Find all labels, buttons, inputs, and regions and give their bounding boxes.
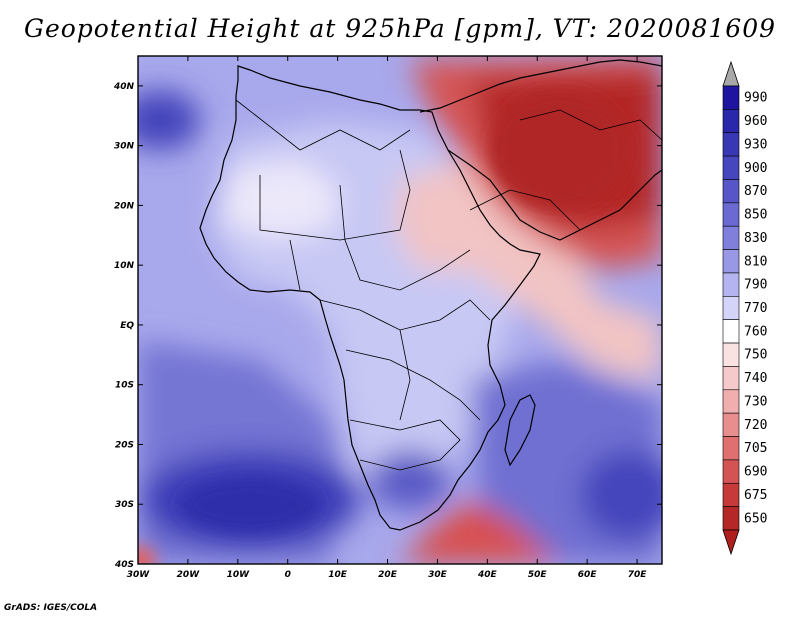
arabia-core-low bbox=[490, 90, 630, 210]
colorbar-swatch bbox=[722, 109, 740, 134]
colorbar-label: 760 bbox=[744, 324, 767, 339]
colorbar-swatch bbox=[722, 506, 740, 531]
colorbar-label: 830 bbox=[744, 231, 767, 246]
colorbar-label: 650 bbox=[744, 511, 767, 526]
x-tick-label: 20E bbox=[378, 570, 398, 580]
grads-credit: GrADS: IGES/COLA bbox=[4, 603, 98, 613]
y-tick-label: 40S bbox=[114, 560, 134, 570]
colorbar-swatch bbox=[722, 482, 740, 507]
colorbar-swatch bbox=[722, 272, 740, 297]
arabia-coast bbox=[447, 149, 662, 241]
x-axis: 30W 20W 10W 0 10E 20E 30E 40E 50E 60E 70E bbox=[127, 56, 647, 580]
southern-africa-region bbox=[370, 450, 450, 510]
southwest-corner-low bbox=[138, 546, 156, 564]
colorbar-label: 960 bbox=[744, 114, 767, 129]
colorbar-top-arrow bbox=[722, 60, 740, 87]
colorbar-label: 790 bbox=[744, 278, 767, 293]
colorbar-label: 740 bbox=[744, 371, 767, 386]
y-tick-label: EQ bbox=[120, 321, 134, 331]
colorbar-swatch bbox=[722, 366, 740, 391]
colorbar-label: 770 bbox=[744, 301, 767, 316]
map-frame bbox=[137, 55, 663, 565]
x-tick-label: 30E bbox=[428, 570, 448, 580]
coastlines bbox=[199, 59, 662, 531]
colorbar-swatch bbox=[722, 202, 740, 227]
colorbar-swatch bbox=[722, 296, 740, 320]
colorbar-swatch bbox=[722, 225, 740, 250]
colorbar-swatch bbox=[722, 319, 740, 344]
azores-high bbox=[138, 90, 200, 150]
y-axis: 40N 30N 20N 10N EQ 10S 20S 30S 40S bbox=[113, 82, 662, 570]
colorbar-bottom-arrow bbox=[722, 529, 740, 556]
colorbar-swatch bbox=[722, 132, 740, 157]
y-tick-label: 20S bbox=[115, 440, 134, 450]
colorbar-swatch bbox=[722, 179, 740, 204]
indian-ocean-high bbox=[580, 450, 662, 540]
x-tick-label: 10E bbox=[328, 570, 348, 580]
colorbar-label: 690 bbox=[744, 465, 767, 480]
x-tick-label: 50E bbox=[528, 570, 548, 580]
sahara-light-region bbox=[220, 160, 340, 240]
colorbar-label: 705 bbox=[744, 441, 767, 456]
x-tick-label: 10W bbox=[227, 570, 251, 580]
x-tick-label: 60E bbox=[578, 570, 598, 580]
colorbar-label: 720 bbox=[744, 418, 767, 433]
east-africa-low bbox=[395, 160, 660, 380]
colorbar-swatch bbox=[722, 249, 740, 274]
eurasia-coast bbox=[419, 59, 662, 113]
colorbar-label: 900 bbox=[744, 161, 767, 176]
africa-coastline bbox=[199, 65, 541, 531]
colorbar-swatch bbox=[722, 459, 740, 484]
southern-ocean-low bbox=[400, 500, 560, 564]
colorbar-swatch bbox=[722, 389, 740, 414]
map-title: Geopotential Height at 925hPa [gpm], VT:… bbox=[23, 14, 777, 43]
colorbar-label: 730 bbox=[744, 394, 767, 409]
colorbar-swatch bbox=[722, 342, 740, 367]
colorbar-swatch bbox=[722, 85, 740, 110]
colorbar-label: 850 bbox=[744, 208, 767, 223]
madagascar-coast bbox=[504, 394, 536, 467]
colorbar-label: 870 bbox=[744, 184, 767, 199]
colorbar-swatch bbox=[722, 436, 740, 461]
colorbar-label: 990 bbox=[744, 91, 767, 106]
y-tick-label: 30S bbox=[115, 500, 134, 510]
colorbar-label: 930 bbox=[744, 137, 767, 152]
field-layer bbox=[138, 56, 662, 564]
y-tick-label: 30N bbox=[114, 142, 135, 152]
colorbar: 990 960 930 900 870 850 830 810 790 770 760 750 740 7… bbox=[722, 60, 767, 556]
country-borders bbox=[235, 99, 662, 471]
colorbar-label: 675 bbox=[744, 488, 767, 503]
y-tick-label: 20N bbox=[114, 201, 135, 211]
colorbar-swatch bbox=[722, 412, 740, 437]
x-tick-label: 0 bbox=[285, 570, 291, 580]
colorbar-label: 810 bbox=[744, 254, 767, 269]
y-tick-label: 40N bbox=[113, 82, 135, 92]
colorbar-swatch bbox=[722, 155, 740, 180]
x-tick-label: 30W bbox=[127, 570, 151, 580]
x-tick-label: 70E bbox=[628, 570, 648, 580]
south-atlantic-core bbox=[180, 477, 320, 533]
y-tick-label: 10N bbox=[114, 261, 135, 271]
x-tick-label: 20W bbox=[177, 570, 201, 580]
x-tick-label: 40E bbox=[477, 570, 498, 580]
colorbar-label: 750 bbox=[744, 348, 767, 363]
y-tick-label: 10S bbox=[115, 381, 134, 391]
